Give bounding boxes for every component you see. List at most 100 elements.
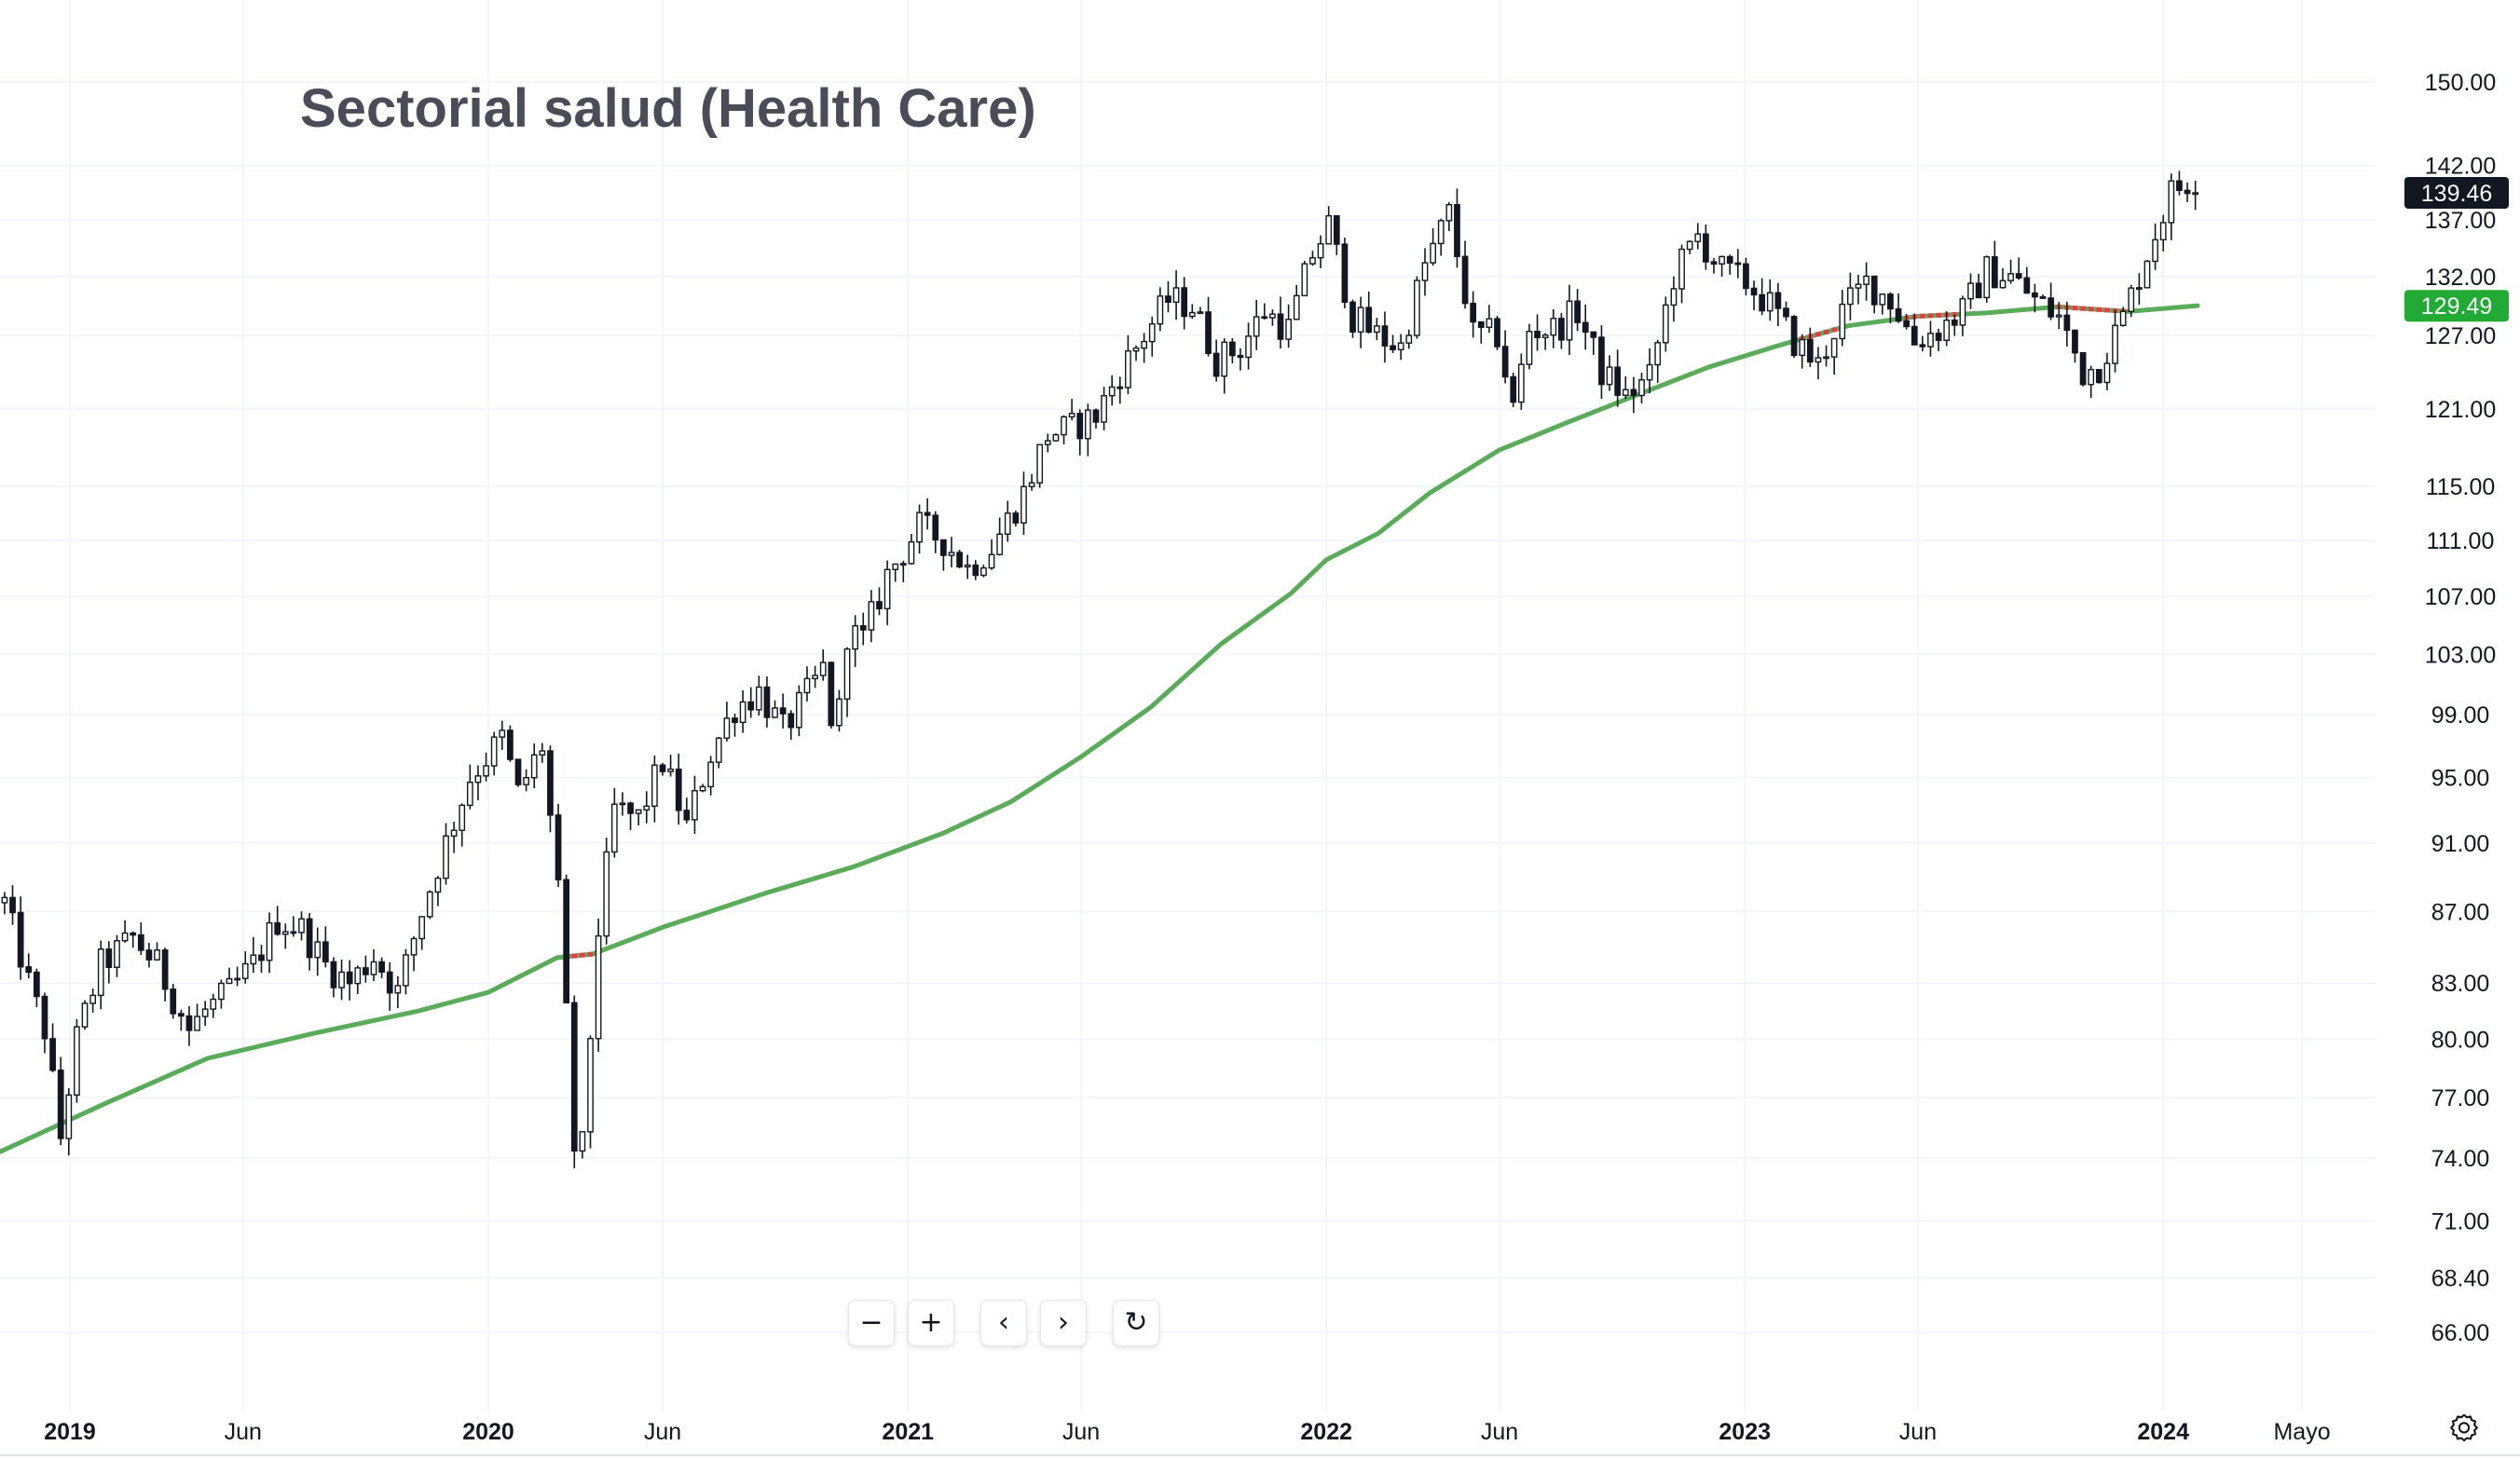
time-axis-tick: Jun — [644, 1419, 681, 1445]
zoom-out-button[interactable]: − — [848, 1300, 895, 1346]
price-axis-tick: 99.00 — [2431, 702, 2490, 729]
candle-body — [1277, 313, 1284, 340]
candle-body — [89, 994, 97, 1004]
candle — [459, 803, 466, 847]
candle-body — [1309, 256, 1316, 265]
candle — [1951, 314, 1958, 336]
candle — [779, 693, 787, 729]
price-axis[interactable]: 150.00 142.00 137.00 132.00 127.00 121.00 115.… — [2425, 70, 2496, 1346]
candle — [763, 676, 771, 728]
candle-body — [338, 971, 345, 989]
candle — [1141, 333, 1148, 363]
candle-body — [306, 918, 313, 959]
price-axis-tick: 150.00 — [2425, 70, 2496, 96]
candle — [161, 948, 169, 1002]
candle-body — [330, 961, 337, 989]
candle-body — [33, 971, 40, 998]
candle-body — [1430, 242, 1436, 264]
candle — [587, 1035, 594, 1149]
candle-body — [1181, 287, 1188, 318]
candle — [1662, 296, 1669, 352]
candle-body — [1558, 318, 1565, 341]
gear-icon[interactable] — [2447, 1411, 2481, 1445]
candle-body — [523, 777, 529, 785]
scroll-left-button[interactable]: ‹ — [980, 1300, 1027, 1346]
candle — [1743, 257, 1749, 296]
candle-body — [1341, 243, 1349, 304]
candle — [2023, 266, 2031, 294]
candle-body — [394, 985, 402, 994]
candle — [996, 517, 1004, 556]
candle — [1863, 262, 1869, 301]
candle-body — [1061, 416, 1067, 436]
time-axis[interactable]: 2019 Jun 2020 Jun 2021 Jun 2022 Jun 2023 Jun 2024 M… — [0, 1419, 2520, 1456]
candle-body — [2088, 369, 2095, 386]
candle-body — [1662, 304, 1669, 344]
candle — [1277, 296, 1284, 349]
candle-body — [1806, 338, 1814, 363]
candle — [1188, 304, 1196, 320]
candle-body — [948, 552, 955, 556]
candle — [1357, 296, 1364, 348]
candle — [1534, 314, 1541, 351]
candle — [1847, 272, 1854, 320]
candle — [1750, 280, 1758, 311]
candle — [474, 765, 482, 800]
candle — [1919, 335, 1926, 352]
candle — [386, 961, 393, 1011]
candle — [932, 511, 939, 553]
candle — [234, 966, 241, 987]
reset-chart-button[interactable]: ↻ — [1113, 1300, 1159, 1346]
candle — [1630, 376, 1637, 414]
candle-body — [145, 949, 153, 961]
candle-body — [2015, 273, 2022, 279]
candle-body — [707, 761, 715, 788]
candle — [450, 821, 458, 853]
candle-body — [1405, 334, 1413, 344]
candle — [819, 649, 827, 681]
candle — [1373, 318, 1380, 341]
candle-body — [1076, 413, 1084, 440]
candle-body — [852, 625, 859, 650]
candle-body — [1999, 280, 2006, 289]
candle-body — [2135, 287, 2143, 291]
candle — [2063, 301, 2071, 347]
candle-body — [619, 802, 626, 806]
zoom-in-button[interactable]: + — [908, 1300, 954, 1346]
candle — [828, 661, 835, 729]
candle — [499, 720, 506, 750]
candle — [1461, 240, 1469, 309]
scroll-right-button[interactable]: › — [1040, 1300, 1087, 1346]
candle — [1710, 257, 1718, 274]
candle — [747, 687, 755, 718]
candle — [2168, 173, 2175, 240]
price-axis-tick: 115.00 — [2426, 474, 2496, 500]
candle — [378, 957, 385, 978]
candle — [1349, 299, 1356, 338]
candle-body — [17, 911, 24, 968]
candle — [2152, 223, 2158, 270]
candle-body — [1486, 318, 1493, 328]
candle-body — [547, 750, 554, 816]
candle — [1004, 500, 1011, 542]
candle-body — [803, 677, 811, 694]
candle — [1799, 334, 1806, 369]
candle-body — [1012, 512, 1020, 524]
candle — [1992, 240, 1998, 289]
candle-body — [170, 989, 177, 1015]
candle — [803, 666, 811, 702]
candle-body — [964, 564, 971, 568]
candle — [707, 756, 715, 796]
candle — [314, 927, 322, 976]
candle — [1999, 267, 2006, 289]
candle — [1494, 316, 1500, 350]
candle-body — [266, 921, 273, 961]
last-price-label: 139.46 — [2421, 181, 2492, 207]
candle-body — [81, 1002, 89, 1028]
candle-body — [1285, 319, 1293, 340]
candle-body — [514, 758, 522, 785]
candle — [1309, 251, 1316, 266]
candle — [185, 1005, 193, 1046]
candle-body — [2112, 324, 2118, 364]
